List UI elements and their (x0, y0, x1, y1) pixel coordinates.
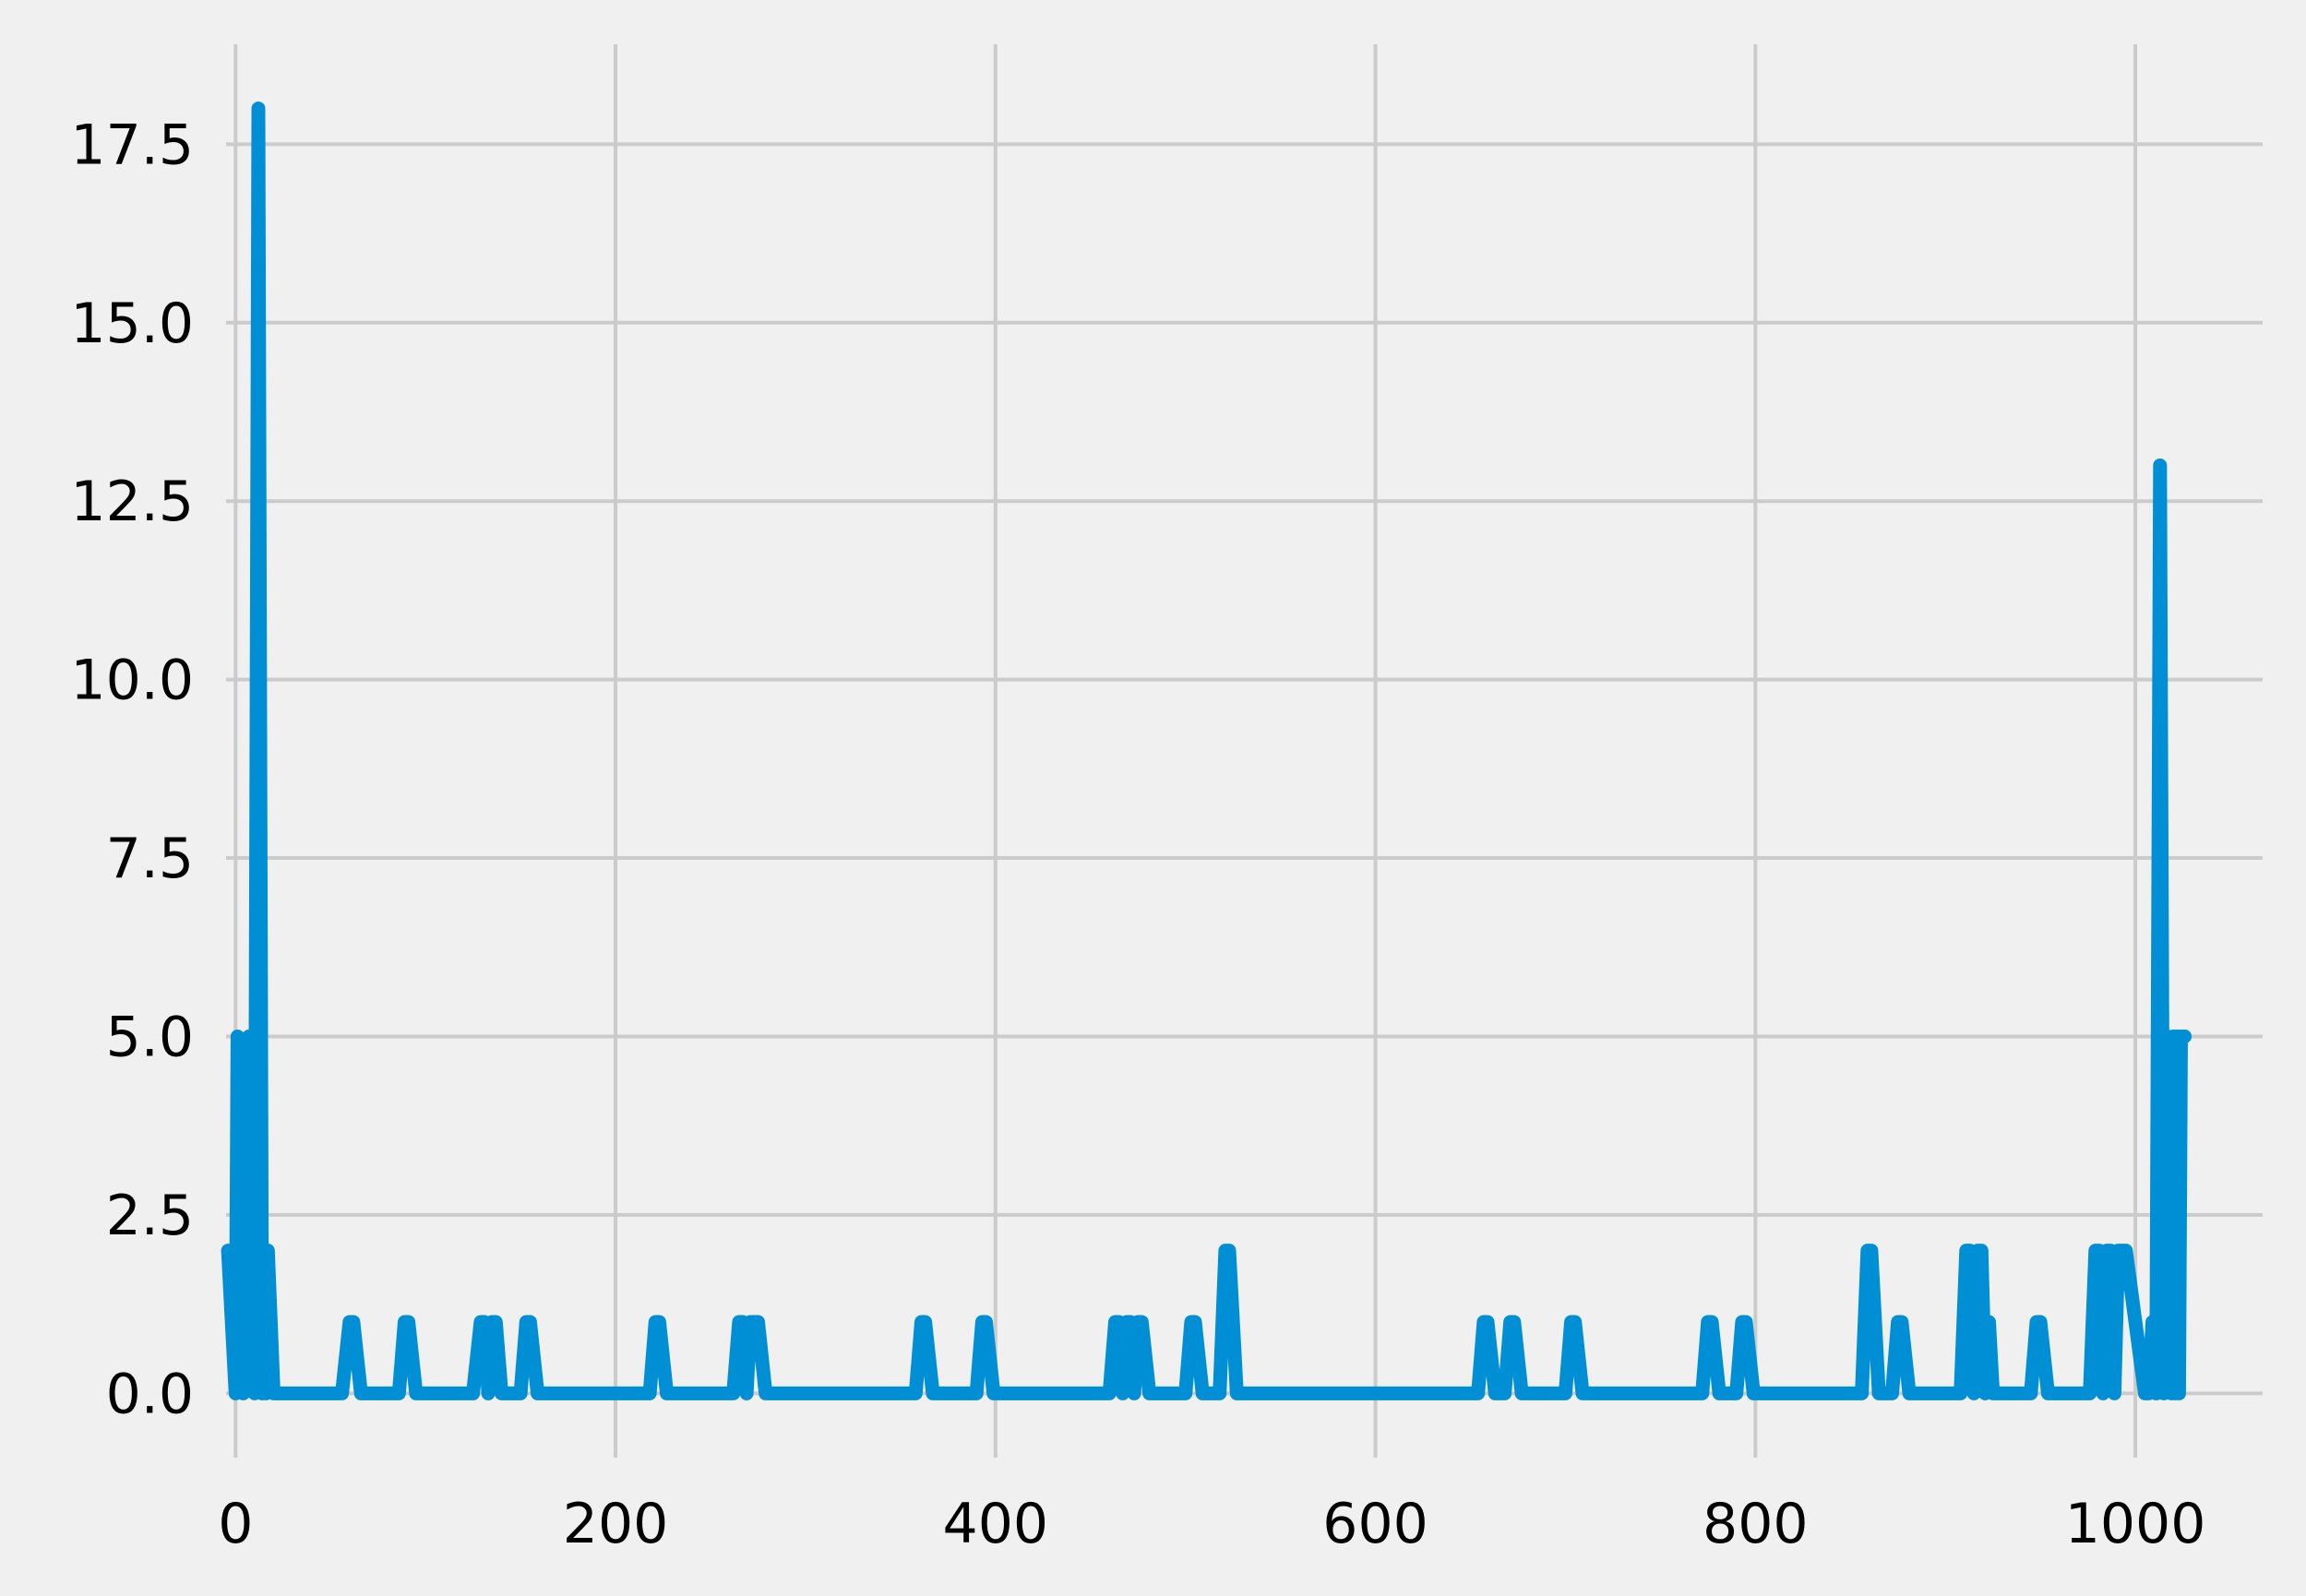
y-tick-label: 5.0 (106, 1005, 194, 1069)
y-tick-label: 10.0 (70, 649, 194, 713)
y-tick-label: 0.0 (106, 1362, 194, 1426)
y-tick-label: 2.5 (106, 1184, 194, 1248)
y-tick-label: 15.0 (70, 292, 194, 356)
series-group (221, 101, 2192, 1400)
x-tick-label: 800 (1703, 1492, 1809, 1556)
series-line-0 (221, 101, 2192, 1400)
y-tick-label: 12.5 (70, 470, 194, 534)
x-tick-label: 600 (1322, 1492, 1428, 1556)
x-axis-ticks: 0 200 400 600 800 1000 (218, 1492, 2205, 1556)
x-tick-label: 400 (943, 1492, 1049, 1556)
y-tick-label: 7.5 (106, 827, 194, 891)
y-tick-label: 17.5 (70, 113, 194, 177)
grid (226, 44, 2263, 1458)
x-tick-label: 1000 (2065, 1492, 2206, 1556)
x-tick-label: 200 (563, 1492, 669, 1556)
y-axis-ticks: 0.0 2.5 5.0 7.5 10.0 12.5 15.0 17.5 (70, 113, 194, 1426)
x-tick-label: 0 (218, 1492, 253, 1556)
